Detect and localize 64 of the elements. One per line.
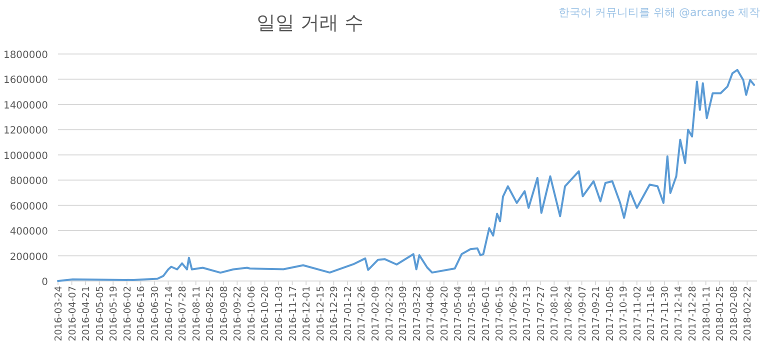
x-tick-label: 2016-08-25: [205, 286, 216, 342]
x-tick-label: 2016-05-19: [108, 286, 120, 342]
x-tick-label: 2017-09-07: [577, 286, 588, 342]
x-tick-label: 2017-08-10: [550, 286, 561, 342]
y-tick-label: 1400000: [3, 100, 48, 112]
x-tick-label: 2017-11-16: [646, 286, 658, 342]
x-tick-label: 2017-03-23: [412, 286, 423, 342]
x-tick-label: 2017-10-19: [618, 286, 630, 342]
chart-title: 일일 거래 수: [256, 12, 364, 34]
x-tick-label: 2017-05-04: [453, 286, 464, 342]
x-tick-label: 2016-03-24: [54, 286, 64, 342]
x-tick-label: 2016-07-14: [164, 286, 175, 342]
x-tick-label: 2016-09-22: [232, 286, 244, 342]
x-tick-label: 2017-05-18: [466, 286, 478, 342]
y-tick-label: 1000000: [3, 150, 48, 162]
x-tick-label: 2016-06-30: [150, 286, 161, 342]
y-tick-label: 1600000: [3, 75, 48, 86]
x-tick-label: 2017-11-02: [632, 286, 644, 342]
y-tick-label: 1200000: [3, 126, 48, 137]
line-series: [57, 68, 756, 282]
x-tick-label: 2017-07-27: [536, 286, 547, 342]
x-tick-label: 2017-02-23: [384, 286, 396, 342]
x-tick-label: 2016-06-02: [122, 286, 134, 342]
x-tick-label: 2016-08-11: [191, 286, 202, 342]
x-tick-label: 2016-10-20: [260, 286, 272, 342]
x-tick-label: 2016-12-29: [329, 286, 340, 342]
x-tick-label: 2017-01-12: [342, 286, 354, 342]
x-tick-label: 2016-05-05: [94, 286, 106, 342]
x-tick-label: 2017-01-26: [356, 286, 368, 342]
x-tick-label: 2018-01-11: [701, 286, 712, 342]
y-tick-label: 1800000: [3, 50, 48, 61]
x-tick-label: 2016-04-07: [67, 286, 78, 342]
x-tick-label: 2016-09-08: [218, 286, 230, 342]
x-tick-label: 2017-11-30: [660, 286, 671, 342]
x-tick-label: 2016-12-15: [315, 286, 326, 342]
y-tick-label: 0: [42, 277, 48, 288]
y-tick-label: 400000: [10, 226, 48, 238]
x-tick-label: 2017-08-24: [563, 286, 574, 342]
x-tick-label: 2017-10-05: [604, 286, 616, 342]
x-tick-label: 2017-06-29: [508, 286, 520, 342]
x-tick-label: 2017-09-21: [591, 286, 602, 342]
x-tick-label: 2017-06-15: [494, 286, 506, 342]
x-tick-label: 2017-04-20: [439, 286, 450, 342]
x-tick-label: 2016-07-28: [178, 286, 189, 342]
x-tick-label: 2016-11-03: [274, 286, 286, 342]
x-tick-label: 2016-12-01: [302, 286, 313, 342]
x-tick-label: 2017-03-09: [398, 286, 410, 342]
x-tick-label: 2017-07-13: [522, 286, 534, 342]
x-tick-label: 2017-12-28: [688, 286, 699, 342]
x-tick-label: 2017-02-09: [370, 286, 382, 342]
x-tick-label: 2016-10-06: [246, 286, 258, 342]
x-tick-label: 2017-12-14: [674, 286, 685, 342]
y-tick-label: 600000: [10, 201, 48, 212]
x-tick-label: 2018-02-08: [728, 286, 740, 342]
x-tick-label: 2017-04-06: [426, 286, 437, 342]
y-tick-label: 200000: [10, 252, 48, 263]
x-tick-label: 2016-11-17: [288, 286, 299, 342]
x-tick-label: 2018-02-22: [742, 286, 754, 342]
text: 한국어 커뮤니티를 위해 @arcange 제작: [558, 6, 760, 19]
y-tick-label: 800000: [10, 176, 48, 188]
x-tick-label: 2016-04-21: [81, 286, 92, 342]
x-tick-label: 2016-06-16: [136, 286, 148, 342]
x-tick-label: 2017-06-01: [480, 286, 492, 342]
x-tick-label: 2018-01-25: [715, 286, 726, 342]
